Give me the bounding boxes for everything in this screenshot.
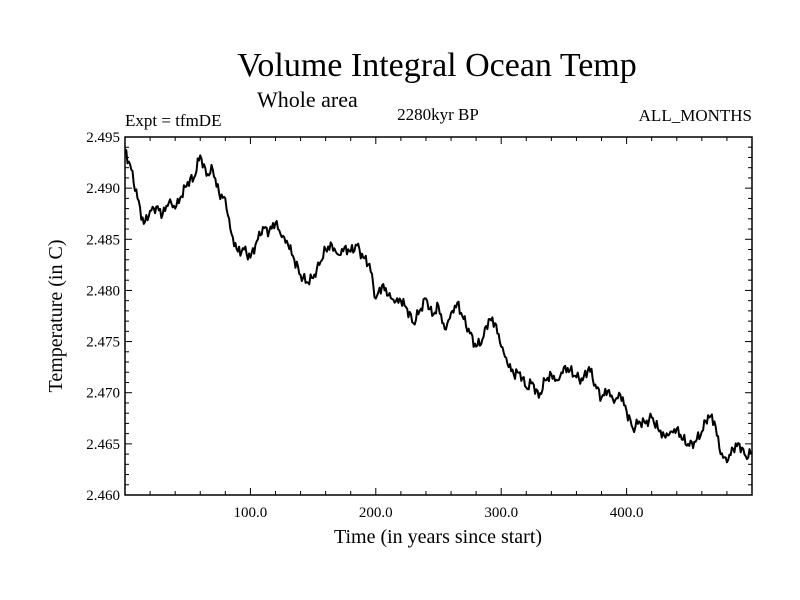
months-label: ALL_MONTHS <box>639 106 752 125</box>
y-tick-label: 2.470 <box>86 386 120 402</box>
experiment-label: Expt = tfmDE <box>125 111 221 130</box>
y-tick-label: 2.465 <box>86 437 120 453</box>
x-tick-label: 100.0 <box>234 505 268 521</box>
chart-subtitle: Whole area <box>257 87 358 112</box>
plot-frame <box>124 136 753 496</box>
x-axis-ticks <box>149 137 728 495</box>
y-tick-label: 2.480 <box>86 283 120 299</box>
chart-title: Volume Integral Ocean Temp <box>237 47 637 84</box>
y-tick-label: 2.485 <box>86 232 120 248</box>
y-tick-label: 2.460 <box>86 488 120 504</box>
y-tick-label: 2.495 <box>86 130 120 146</box>
period-label: 2280kyr BP <box>397 105 479 124</box>
y-tick-label: 2.490 <box>86 181 120 197</box>
x-tick-label: 300.0 <box>484 505 518 521</box>
x-axis-tick-labels: 100.0 200.0 300.0 400.0 <box>234 505 644 521</box>
x-tick-label: 400.0 <box>610 505 644 521</box>
y-axis-label: Temperature (in C) <box>45 240 67 393</box>
temperature-series-line <box>124 148 753 464</box>
y-tick-label: 2.475 <box>86 335 120 351</box>
x-axis-label: Time (in years since start) <box>334 526 542 548</box>
x-tick-label: 200.0 <box>359 505 393 521</box>
y-axis-tick-labels: 2.460 2.465 2.470 2.475 2.480 2.485 2.490 2.495 <box>86 130 120 504</box>
